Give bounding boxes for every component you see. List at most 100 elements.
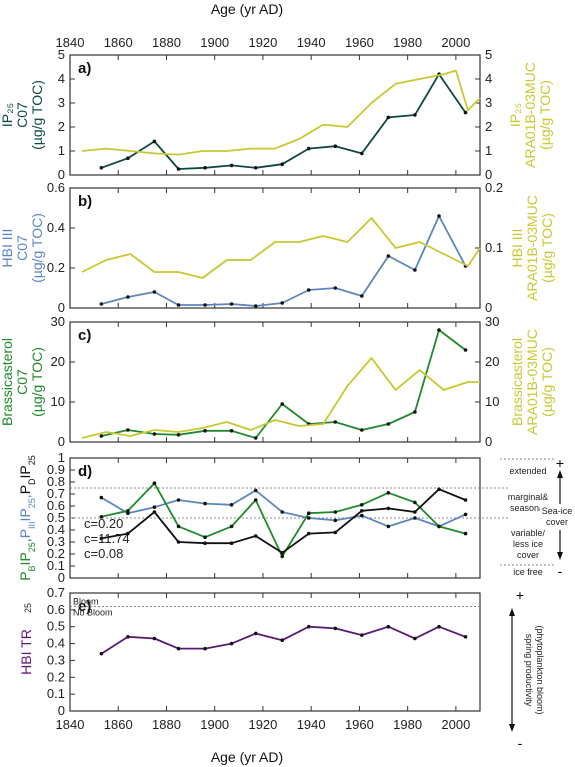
y-axis-title-left-b-line: (µg/g TOC) xyxy=(29,213,45,283)
data-point xyxy=(386,254,391,258)
panel-label-4: e) xyxy=(78,598,91,615)
data-point xyxy=(413,113,417,117)
data-point xyxy=(306,516,311,520)
data-point xyxy=(280,554,285,559)
y-tick-label-left: 2 xyxy=(58,119,65,134)
y-tick-label-left: 1 xyxy=(58,143,65,158)
y-tick-label-right: 10 xyxy=(485,394,499,409)
ice-label-seasonal: seasonal xyxy=(510,503,546,513)
data-point xyxy=(280,162,285,166)
data-point xyxy=(99,515,104,519)
y-tick-label-right: 1 xyxy=(485,143,492,158)
data-point xyxy=(253,304,258,308)
y-tick-label-left: 1 xyxy=(58,450,65,465)
data-point xyxy=(176,524,181,529)
data-point xyxy=(360,503,364,507)
y-tick-label-left: 30 xyxy=(51,314,65,329)
y-tick-label-left: 3 xyxy=(58,95,65,110)
data-point xyxy=(463,110,468,115)
y-axis-title-d-part: 25 xyxy=(27,542,37,552)
data-point xyxy=(437,214,441,218)
y-axis-title-d: PBIP25,PIIIIP25,PDIP25 xyxy=(17,455,37,581)
data-point xyxy=(176,646,181,651)
series-line-0-0 xyxy=(101,73,467,170)
data-point xyxy=(360,428,364,432)
y-axis-title-d-part: B xyxy=(27,565,37,571)
c-label-black: c=0.08 xyxy=(84,546,123,561)
ice-label-cover: cover xyxy=(517,550,539,560)
bottom-x-tick-label: 1860 xyxy=(104,717,133,732)
y-axis-title-d-part: D xyxy=(27,478,37,485)
y-tick-label-left: 0.5 xyxy=(47,510,65,525)
top-x-tick-label: 1860 xyxy=(104,35,133,50)
y-tick-label-right: 0 xyxy=(485,167,492,182)
data-point xyxy=(333,420,338,424)
y-tick-label-left: 0 xyxy=(58,167,65,182)
y-axis-title-d-part: P xyxy=(17,571,33,580)
y-tick-label-right: 0 xyxy=(485,300,492,315)
panel-label-1: b) xyxy=(78,193,92,210)
data-point xyxy=(229,163,234,168)
top-x-tick-label: 1840 xyxy=(56,35,85,50)
y-axis-title-right-c-line: Brassicasterol xyxy=(509,338,525,426)
y-axis-title-d-part: , xyxy=(17,538,33,542)
data-point xyxy=(333,510,338,514)
data-point xyxy=(253,488,258,493)
bottom-x-tick-label: 1960 xyxy=(345,717,374,732)
data-point xyxy=(306,531,311,536)
data-point xyxy=(253,534,258,538)
y-axis-title-d-part: , xyxy=(17,494,33,498)
bottom-x-tick-label: 1920 xyxy=(248,717,277,732)
y-axis-title-right-c-line: (µg/g TOC) xyxy=(539,347,555,417)
panel-frame-4 xyxy=(69,592,481,712)
data-point xyxy=(152,636,157,641)
y-tick-label-right: 4 xyxy=(485,71,492,86)
data-point xyxy=(176,498,181,502)
data-point xyxy=(229,541,234,545)
data-point xyxy=(437,487,441,492)
y-tick-label-left: 0.1 xyxy=(47,558,65,573)
c-label-blue: c=11.74 xyxy=(84,531,130,546)
data-point xyxy=(152,510,157,514)
y-axis-title-left-c-line: Brassicasterol xyxy=(0,338,15,426)
data-point xyxy=(306,624,311,629)
y-axis-title-d-part: IP xyxy=(17,508,33,521)
data-point xyxy=(126,531,130,536)
y-tick-label-right: 0 xyxy=(485,434,492,449)
y-tick-label-left: 0 xyxy=(58,300,65,315)
y-axis-title-e: HBI TR xyxy=(18,629,34,675)
y-axis-title-d-part: IP xyxy=(17,552,33,565)
data-point xyxy=(126,509,130,513)
data-point xyxy=(152,505,157,510)
y-tick-label-left: 0.5 xyxy=(47,619,65,634)
top-axis-title: Age (yr AD) xyxy=(211,1,283,17)
bottom-x-tick-label: 1880 xyxy=(152,717,181,732)
y-tick-label-left: 10 xyxy=(51,394,65,409)
data-point xyxy=(333,626,338,631)
top-x-tick-label: 1900 xyxy=(200,35,229,50)
series-line-3-2 xyxy=(101,488,466,554)
data-point xyxy=(306,288,311,292)
series-line-0-1 xyxy=(82,69,481,156)
y-axis-title-right-b-line: ARA01B-03MUC xyxy=(524,195,540,301)
y-tick-label-left: 0 xyxy=(58,434,65,449)
y-axis-title-left-a-line: IP₂₅ xyxy=(0,103,15,127)
y-axis-title-right-b-line: HBI III xyxy=(509,229,525,268)
y-tick-label-left: 20 xyxy=(51,354,65,369)
y-axis-title-e-sub: 25 xyxy=(23,603,33,613)
data-point xyxy=(333,144,338,148)
data-point xyxy=(253,436,258,440)
y-axis-title-left-a: IP₂₅ C07 (µg/g TOC) xyxy=(0,80,45,150)
data-point xyxy=(280,402,285,406)
data-point xyxy=(360,151,364,156)
top-x-tick-label: 1880 xyxy=(152,35,181,50)
data-point xyxy=(203,535,207,539)
productivity-plus: + xyxy=(516,587,524,603)
y-axis-title-right-a-line: (µg/g TOC) xyxy=(537,80,553,150)
c-label-green: c=0.20 xyxy=(84,516,123,531)
productivity-arrow-down xyxy=(509,724,515,732)
y-axis-title-left-b-line: C07 xyxy=(14,235,30,261)
data-point xyxy=(152,290,157,294)
ice-label-variable: variable/ xyxy=(511,528,546,538)
bloom-label: Bloom xyxy=(73,596,99,606)
